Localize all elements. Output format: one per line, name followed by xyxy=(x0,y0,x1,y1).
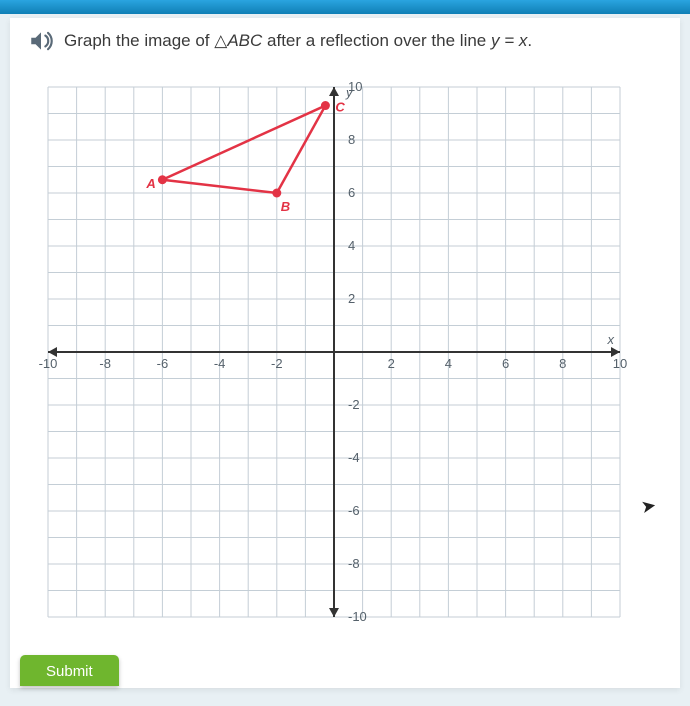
instruction-text: Graph the image of △ABC after a reflecti… xyxy=(64,28,532,53)
svg-text:-4: -4 xyxy=(348,450,360,465)
instruction-prefix: Graph the image of △ xyxy=(64,31,227,50)
svg-text:-6: -6 xyxy=(348,503,360,518)
svg-text:-10: -10 xyxy=(348,609,367,624)
svg-text:-2: -2 xyxy=(348,397,360,412)
svg-text:4: 4 xyxy=(348,238,355,253)
svg-text:6: 6 xyxy=(348,185,355,200)
instruction-suffix: . xyxy=(527,31,532,50)
svg-text:6: 6 xyxy=(502,356,509,371)
svg-text:x: x xyxy=(607,332,615,347)
svg-text:8: 8 xyxy=(348,132,355,147)
svg-text:10: 10 xyxy=(613,356,627,371)
svg-text:4: 4 xyxy=(445,356,452,371)
svg-text:2: 2 xyxy=(348,291,355,306)
svg-text:A: A xyxy=(145,176,155,191)
coordinate-plane[interactable]: -10-8-6-4-2246810-10-8-6-4-2246810xyABC xyxy=(28,67,668,637)
equation: y = x xyxy=(491,31,527,50)
svg-text:2: 2 xyxy=(388,356,395,371)
svg-text:C: C xyxy=(335,100,345,115)
svg-text:B: B xyxy=(281,199,290,214)
plot-svg: -10-8-6-4-2246810-10-8-6-4-2246810xyABC xyxy=(28,67,640,637)
svg-text:-8: -8 xyxy=(348,556,360,571)
app-topbar xyxy=(0,0,690,14)
svg-text:8: 8 xyxy=(559,356,566,371)
speaker-icon[interactable] xyxy=(28,28,54,59)
svg-text:-10: -10 xyxy=(39,356,58,371)
question-row: Graph the image of △ABC after a reflecti… xyxy=(28,28,668,59)
triangle-name: ABC xyxy=(227,31,262,50)
svg-text:-4: -4 xyxy=(214,356,226,371)
svg-text:-8: -8 xyxy=(99,356,111,371)
submit-button[interactable]: Submit xyxy=(20,655,119,686)
instruction-mid: after a reflection over the line xyxy=(262,31,491,50)
worksheet-page: Graph the image of △ABC after a reflecti… xyxy=(10,18,680,688)
cursor-icon: ➤ xyxy=(639,495,658,518)
svg-text:-6: -6 xyxy=(157,356,169,371)
svg-text:-2: -2 xyxy=(271,356,283,371)
